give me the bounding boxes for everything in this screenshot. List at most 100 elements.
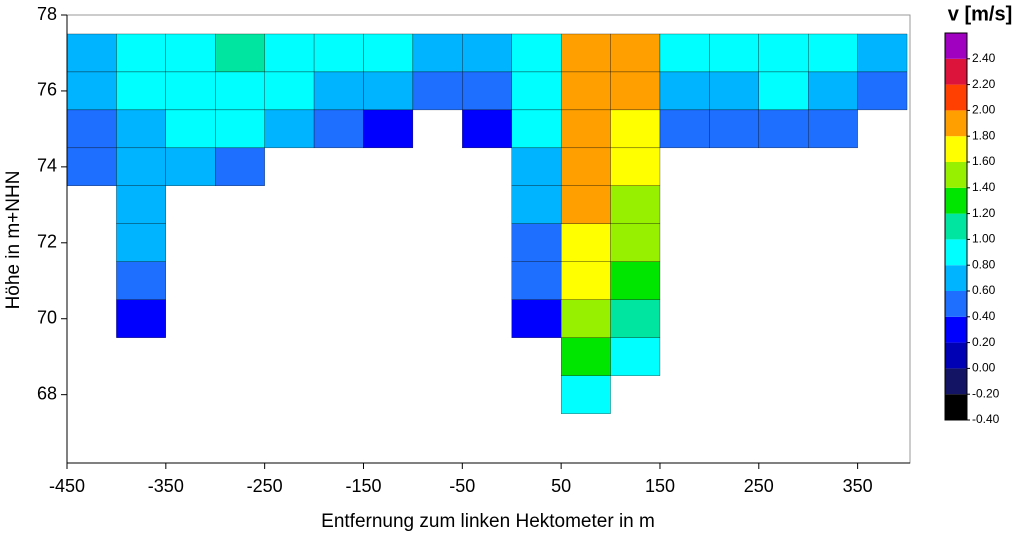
y-tick-label: 74 — [37, 156, 57, 176]
x-tick-label: -350 — [148, 476, 184, 496]
colorbar-label: 0.00 — [972, 361, 996, 375]
cell — [116, 261, 166, 300]
cell — [165, 109, 216, 149]
colorbar-band — [945, 58, 967, 85]
cell — [116, 185, 166, 224]
cell — [610, 71, 661, 111]
cell — [462, 71, 512, 111]
cell — [560, 299, 611, 338]
cell — [462, 109, 512, 149]
x-tick-label: -450 — [49, 476, 85, 496]
y-tick-label: 70 — [37, 307, 57, 327]
cell — [116, 33, 166, 73]
plot-area — [66, 33, 908, 414]
cell — [610, 261, 661, 300]
cell — [709, 71, 759, 111]
cell — [511, 71, 562, 111]
x-axis-title: Entfernung zum linken Hektometer in m — [321, 511, 655, 532]
x-tick-label: -150 — [345, 476, 381, 496]
cell — [808, 109, 858, 149]
colorbar-label: 2.40 — [972, 51, 996, 65]
cell — [560, 109, 611, 149]
x-tick-label: 350 — [843, 476, 873, 496]
colorbar-label: 1.60 — [972, 154, 996, 168]
colorbar-label: 1.80 — [972, 128, 996, 142]
cell — [659, 71, 710, 111]
colorbar-label: 0.80 — [972, 257, 996, 271]
x-tick-label: 150 — [645, 476, 675, 496]
cell — [511, 185, 562, 224]
cell — [313, 33, 364, 73]
cell — [165, 33, 216, 73]
colorbar-band — [945, 187, 967, 214]
cell — [264, 109, 315, 149]
colorbar-label: -0.40 — [972, 412, 1000, 426]
colorbar-band — [945, 136, 967, 162]
cell — [264, 71, 315, 111]
cell — [610, 299, 661, 338]
colorbar-band — [945, 213, 967, 240]
colorbar-band — [945, 162, 967, 188]
cell — [116, 223, 166, 262]
colorbar-label: 0.40 — [972, 309, 996, 323]
x-tick-label: -50 — [449, 476, 475, 496]
cell — [560, 71, 611, 111]
colorbar-label: -0.20 — [972, 386, 1000, 400]
cell — [412, 71, 463, 111]
cell — [363, 33, 414, 73]
cell — [215, 33, 265, 73]
cell — [116, 71, 166, 111]
cell — [116, 147, 166, 186]
colorbar-band — [945, 110, 967, 137]
cell — [560, 337, 611, 376]
cell — [610, 33, 661, 73]
colorbar-band — [945, 394, 967, 420]
cell — [808, 71, 858, 111]
colorbar-band — [945, 33, 967, 59]
cell — [560, 375, 611, 414]
colorbar-label: 0.20 — [972, 335, 996, 349]
colorbar-band — [945, 84, 967, 111]
cell — [511, 299, 562, 338]
colorbar-label: 2.20 — [972, 77, 996, 91]
cell — [264, 33, 315, 73]
cell — [610, 109, 661, 149]
cell — [659, 33, 710, 73]
x-tick-label: 250 — [744, 476, 774, 496]
cell — [511, 147, 562, 186]
cell — [462, 33, 512, 73]
cell — [66, 147, 117, 186]
cell — [808, 33, 858, 73]
cell — [560, 147, 611, 186]
cell — [560, 223, 611, 262]
cell — [215, 109, 265, 149]
cell — [511, 261, 562, 300]
cell — [709, 33, 759, 73]
colorbar-title: v [m/s] — [948, 3, 1012, 25]
y-tick-label: 68 — [37, 383, 57, 403]
cell — [116, 299, 166, 338]
cell — [857, 33, 908, 73]
cell — [363, 109, 414, 149]
y-tick-label: 72 — [37, 232, 57, 252]
y-tick-label: 76 — [37, 80, 57, 100]
cell — [313, 109, 364, 149]
colorbar-label: 1.20 — [972, 206, 996, 220]
cell — [66, 33, 117, 73]
colorbar-band — [945, 316, 967, 343]
cell — [116, 109, 166, 149]
cell — [313, 71, 364, 111]
colorbar-band — [945, 265, 967, 291]
cell — [165, 71, 216, 111]
cell — [610, 337, 661, 376]
cell — [560, 33, 611, 73]
colorbar-band — [945, 368, 967, 395]
cell — [511, 109, 562, 149]
cell — [758, 33, 809, 73]
colorbar-band — [945, 291, 967, 317]
cell — [66, 109, 117, 149]
cell — [610, 147, 661, 186]
cell — [215, 71, 265, 111]
y-tick-label: 78 — [37, 4, 57, 24]
